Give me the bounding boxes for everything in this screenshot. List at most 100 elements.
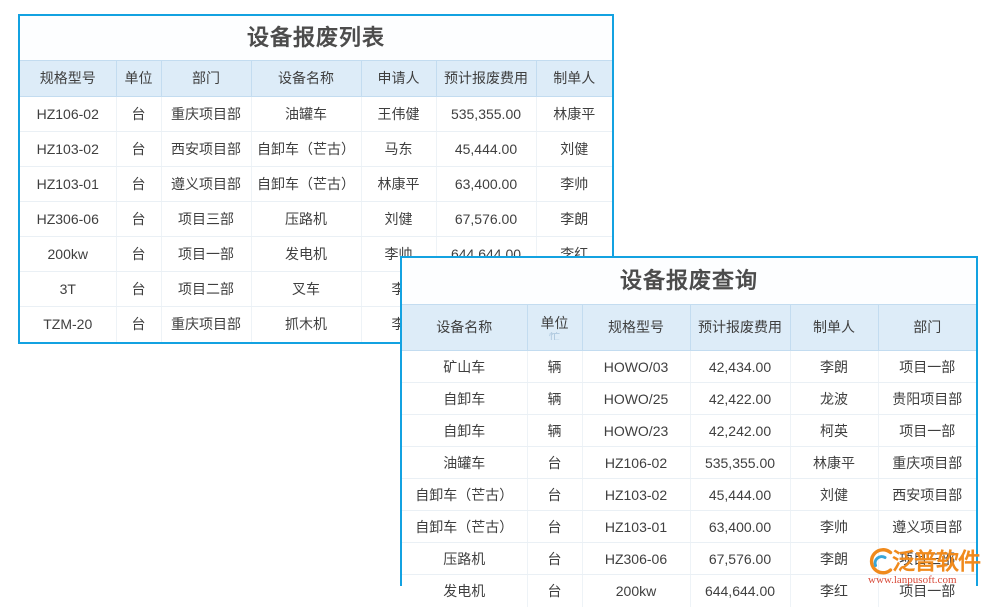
scrap_query-cell[interactable]: 刘健	[790, 478, 879, 511]
scrap_query-cell[interactable]: 自卸车	[402, 382, 528, 415]
scrap_query-cell[interactable]: 李朗	[790, 350, 879, 383]
scrap_query-cell: 42,242.00	[690, 414, 791, 447]
column-header-model[interactable]: 规格型号	[582, 304, 691, 351]
scrap_list-cell[interactable]: 刘健	[536, 131, 612, 167]
scrap_query-cell: 辆	[527, 350, 583, 383]
scrap_query-cell[interactable]: 自卸车	[402, 414, 528, 447]
column-header-unit[interactable]: 单位 忙	[527, 304, 583, 351]
scrap_query-cell: 项目三部	[878, 542, 976, 575]
scrap_query-cell[interactable]: 自卸车（芒古）	[402, 510, 528, 543]
scrap_list-cell: 3T	[20, 271, 117, 307]
scrap_query-cell[interactable]: 李朗	[790, 542, 879, 575]
scrap_list-cell[interactable]: 压路机	[251, 201, 362, 237]
scrap_list-cell: 45,444.00	[436, 131, 537, 167]
scrap_query-cell: 63,400.00	[690, 510, 791, 543]
table-row[interactable]: HZ103-02 台西安项目部 自卸车（芒古） 马东 45,444.00 刘健	[20, 131, 612, 167]
scrap_query-cell[interactable]: 柯英	[790, 414, 879, 447]
scrap_list-cell[interactable]: 马东	[361, 131, 437, 167]
scrap_list-cell[interactable]: 林康平	[361, 166, 437, 202]
scrap_query-cell[interactable]: 油罐车	[402, 446, 528, 479]
scrap_query-cell: HOWO/25	[582, 382, 691, 415]
scrap_list-cell[interactable]: 李朗	[536, 201, 612, 237]
scrap_query-cell: 台	[527, 510, 583, 543]
scrap_query-cell: HOWO/03	[582, 350, 691, 383]
column-header-department[interactable]: 部门	[161, 60, 252, 97]
scrap_list-cell[interactable]: 自卸车（芒古）	[251, 166, 362, 202]
scrap_query-cell[interactable]: 自卸车（芒古）	[402, 478, 528, 511]
table-row[interactable]: 油罐车台 HZ106-02 535,355.00 林康平 重庆项目部	[402, 446, 976, 479]
table-row[interactable]: HZ103-01 台遵义项目部 自卸车（芒古） 林康平 63,400.00 李帅	[20, 166, 612, 202]
scrap_query-cell: 42,422.00	[690, 382, 791, 415]
scrap-query-body: 矿山车辆 HOWO/03 42,434.00 李朗 项目一部 自卸车辆 HOWO/25 42,…	[402, 350, 976, 607]
scrap_query-cell: 西安项目部	[878, 478, 976, 511]
scrap_query-cell[interactable]: 压路机	[402, 542, 528, 575]
scrap_query-cell: 45,444.00	[690, 478, 791, 511]
column-header-applicant[interactable]: 申请人	[361, 60, 437, 97]
scrap_list-cell: TZM-20	[20, 306, 117, 342]
scrap-list-title: 设备报废列表	[20, 16, 612, 60]
scrap_query-cell[interactable]: 发电机	[402, 574, 528, 607]
scrap_query-cell[interactable]: 李帅	[790, 510, 879, 543]
scrap_list-cell: 台	[116, 131, 162, 167]
column-header-model[interactable]: 规格型号	[20, 60, 117, 97]
scrap_list-cell[interactable]: 自卸车（芒古）	[251, 131, 362, 167]
scrap_list-cell[interactable]: 抓木机	[251, 306, 362, 342]
scrap-query-header-row: 设备名称 单位 忙 规格型号 预计报废费用 制单人 部门	[402, 304, 976, 351]
table-row[interactable]: 自卸车（芒古）台 HZ103-02 45,444.00 刘健 西安项目部	[402, 478, 976, 511]
scrap_list-cell: 台	[116, 166, 162, 202]
scrap_query-cell: HZ103-01	[582, 510, 691, 543]
scrap_list-cell: 项目二部	[161, 271, 252, 307]
scrap_list-cell: HZ306-06	[20, 201, 117, 237]
scrap_list-cell: 台	[116, 306, 162, 342]
scrap_query-cell: 67,576.00	[690, 542, 791, 575]
scrap_list-cell[interactable]: 叉车	[251, 271, 362, 307]
scrap_query-cell[interactable]: 林康平	[790, 446, 879, 479]
column-header-estimated-cost[interactable]: 预计报废费用	[436, 60, 537, 97]
column-header-unit[interactable]: 单位	[116, 60, 162, 97]
table-row[interactable]: 自卸车辆 HOWO/25 42,422.00 龙波 贵阳项目部	[402, 382, 976, 415]
column-header-department[interactable]: 部门	[878, 304, 976, 351]
scrap_query-cell: HZ103-02	[582, 478, 691, 511]
scrap_query-cell: 贵阳项目部	[878, 382, 976, 415]
scrap_list-cell: 200kw	[20, 236, 117, 272]
scrap_list-cell: HZ103-02	[20, 131, 117, 167]
scrap_query-cell: 台	[527, 478, 583, 511]
scrap_query-cell: HOWO/23	[582, 414, 691, 447]
table-row[interactable]: 自卸车（芒古）台 HZ103-01 63,400.00 李帅 遵义项目部	[402, 510, 976, 543]
scrap-query-title: 设备报废查询	[402, 258, 976, 304]
scrap_list-cell: 项目三部	[161, 201, 252, 237]
table-row[interactable]: 自卸车辆 HOWO/23 42,242.00 柯英 项目一部	[402, 414, 976, 447]
column-header-estimated-cost[interactable]: 预计报废费用	[690, 304, 791, 351]
table-row[interactable]: 发电机台 200kw 644,644.00 李红 项目一部	[402, 574, 976, 607]
scrap_query-cell[interactable]: 矿山车	[402, 350, 528, 383]
scrap_list-cell[interactable]: 王伟健	[361, 96, 437, 132]
scrap_query-cell: 42,434.00	[690, 350, 791, 383]
scrap_query-cell: 台	[527, 574, 583, 607]
scrap_query-cell: HZ106-02	[582, 446, 691, 479]
column-header-preparer[interactable]: 制单人	[536, 60, 612, 97]
table-row[interactable]: 压路机台 HZ306-06 67,576.00 李朗 项目三部	[402, 542, 976, 575]
scrap_query-cell: 台	[527, 446, 583, 479]
column-header-equipment-name[interactable]: 设备名称	[251, 60, 362, 97]
column-header-unit-clipped-glyph: 忙	[549, 332, 560, 341]
scrap_list-cell[interactable]: 油罐车	[251, 96, 362, 132]
scrap_list-cell[interactable]: 林康平	[536, 96, 612, 132]
scrap_list-cell: 项目一部	[161, 236, 252, 272]
scrap_list-cell: HZ103-01	[20, 166, 117, 202]
scrap_query-cell: 项目一部	[878, 414, 976, 447]
scrap_query-cell[interactable]: 龙波	[790, 382, 879, 415]
table-row[interactable]: 矿山车辆 HOWO/03 42,434.00 李朗 项目一部	[402, 350, 976, 383]
scrap_query-cell[interactable]: 李红	[790, 574, 879, 607]
column-header-preparer[interactable]: 制单人	[790, 304, 879, 351]
column-header-equipment-name[interactable]: 设备名称	[402, 304, 528, 351]
scrap_query-cell: 项目一部	[878, 350, 976, 383]
table-row[interactable]: HZ306-06 台项目三部 压路机 刘健 67,576.00 李朗	[20, 201, 612, 237]
scrap_list-cell[interactable]: 李帅	[536, 166, 612, 202]
scrap_list-cell: 67,576.00	[436, 201, 537, 237]
table-row[interactable]: HZ106-02 台重庆项目部 油罐车 王伟健 535,355.00 林康平	[20, 96, 612, 132]
scrap_list-cell[interactable]: 发电机	[251, 236, 362, 272]
scrap_query-cell: 644,644.00	[690, 574, 791, 607]
scrap_list-cell: 台	[116, 236, 162, 272]
scrap_list-cell[interactable]: 刘健	[361, 201, 437, 237]
scrap_query-cell: 台	[527, 542, 583, 575]
